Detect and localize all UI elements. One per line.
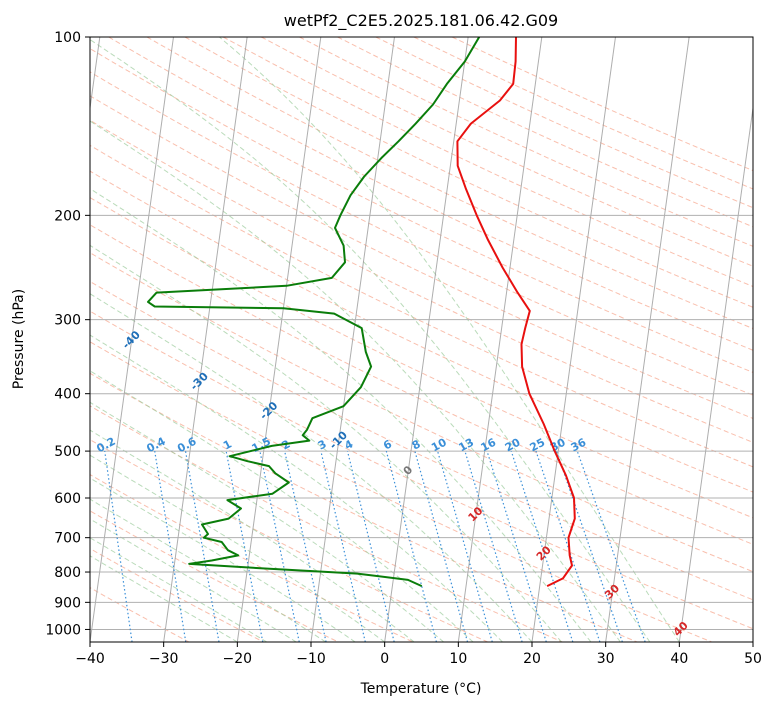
- mixing-ratio-line: [155, 451, 186, 642]
- dry-adiabat: [0, 37, 775, 642]
- dry-adiabats: [0, 37, 775, 642]
- dry-adiabat: [0, 37, 562, 642]
- mixing-ratio-label: 8: [410, 437, 423, 452]
- y-tick-label: 500: [54, 444, 81, 460]
- x-tick-label: 40: [670, 651, 688, 667]
- isotherm: [753, 37, 775, 642]
- mixing-ratio-line: [226, 451, 263, 642]
- isotherm-label: -50: [53, 280, 76, 303]
- dry-adiabat: [0, 37, 413, 642]
- x-tick-label: 20: [523, 651, 541, 667]
- isotherm: [16, 37, 99, 642]
- x-tick-label: 30: [597, 651, 615, 667]
- moist-adiabat: [0, 37, 237, 642]
- dry-adiabat: [0, 37, 775, 642]
- dry-adiabat: [376, 37, 775, 642]
- isotherm-label: 0: [401, 463, 416, 478]
- mixing-ratio-line: [260, 451, 299, 642]
- plot-frame: [90, 37, 753, 642]
- moist-adiabat: [0, 37, 296, 642]
- dry-adiabat: [0, 37, 775, 642]
- moist-adiabat: [0, 37, 355, 642]
- chart-title: wetPf2_C2E5.2025.181.06.42.G09: [284, 11, 558, 31]
- series-lines: [148, 37, 575, 586]
- mixing-ratio-label: 1: [221, 437, 234, 452]
- mixing-ratio-label: 6: [381, 437, 394, 452]
- mixing-ratio-line: [105, 451, 132, 642]
- dry-adiabat: [0, 37, 775, 642]
- mixing-ratio-line: [577, 451, 645, 642]
- dry-adiabat: [0, 37, 488, 642]
- isotherm: [164, 37, 247, 642]
- x-tick-label: −40: [75, 651, 105, 667]
- isotherms: [0, 37, 775, 642]
- y-tick-label: 800: [54, 565, 81, 581]
- moist-adiabat: [0, 37, 591, 642]
- isotherm: [679, 37, 762, 642]
- isotherm: [606, 37, 689, 642]
- isotherm: [237, 37, 320, 642]
- isotherm-label: 30: [602, 581, 622, 601]
- dry-adiabat: [185, 37, 775, 642]
- mixing-ratio-label: 0.2: [94, 435, 117, 456]
- moist-adiabat: [0, 37, 503, 642]
- isotherm-label: 40: [671, 619, 691, 639]
- isotherm-label: -40: [120, 328, 143, 351]
- mixing-ratio-label: 0.4: [144, 435, 168, 456]
- isotherm: [311, 37, 394, 642]
- x-tick-label: 50: [744, 651, 762, 667]
- isotherm-label: -20: [257, 399, 280, 422]
- y-tick-label: 700: [54, 531, 81, 547]
- moist-adiabat: [0, 37, 620, 642]
- mixing-ratio-line: [556, 451, 622, 642]
- moist-adiabat: [0, 37, 473, 642]
- mixing-ratio-line: [438, 451, 493, 642]
- moist-adiabat: [0, 37, 532, 642]
- isotherm-label: 20: [534, 543, 554, 563]
- y-tick-label: 600: [54, 491, 81, 507]
- dry-adiabat: [147, 37, 775, 642]
- isotherm-label: -60: [0, 232, 9, 255]
- dry-adiabat: [0, 37, 775, 642]
- mixing-ratio-line: [321, 451, 365, 642]
- dewpoint-line: [148, 37, 479, 586]
- x-tick-label: 0: [380, 651, 389, 667]
- x-axis-label: Temperature (°C): [360, 681, 482, 697]
- mixing-ratio-line: [487, 451, 546, 642]
- mixing-ratio-line: [347, 451, 394, 642]
- line-labels: 0.10.20.40.611.52346810131620253036-100-…: [0, 42, 691, 639]
- x-tick-label: −10: [296, 651, 326, 667]
- moist-adiabat: [86, 37, 650, 642]
- mixing-ratio-label: 3: [316, 437, 329, 452]
- y-tick-label: 1000: [45, 622, 81, 638]
- y-axis: 100 200 300 400 500 600 700 800 900 1000: [45, 30, 90, 638]
- dry-adiabat: [338, 37, 775, 642]
- dry-adiabat: [0, 37, 775, 642]
- x-axis: −40 −30 −20 −10 0 10 20 30 40 50: [75, 642, 762, 667]
- x-tick-label: −30: [149, 651, 179, 667]
- mixing-ratio-line: [186, 451, 219, 642]
- moist-adiabat: [0, 37, 444, 642]
- dry-adiabat: [0, 37, 775, 642]
- dry-adiabat: [0, 37, 775, 642]
- x-tick-label: −20: [223, 651, 253, 667]
- x-tick-label: 10: [449, 651, 467, 667]
- isotherm-label: -30: [188, 370, 211, 393]
- mixing-ratio-label: 0.6: [175, 435, 199, 456]
- y-tick-label: 200: [54, 208, 81, 224]
- y-tick-label: 900: [54, 595, 81, 611]
- dry-adiabat: [0, 37, 775, 642]
- y-tick-label: 300: [54, 313, 81, 329]
- y-axis-label: Pressure (hPa): [11, 289, 27, 389]
- plot-area: 0.10.20.40.611.52346810131620253036-100-…: [0, 37, 775, 642]
- y-tick-label: 400: [54, 387, 81, 403]
- dry-adiabat: [109, 37, 775, 642]
- pressure-gridlines: [90, 37, 753, 629]
- y-tick-label: 100: [54, 30, 81, 46]
